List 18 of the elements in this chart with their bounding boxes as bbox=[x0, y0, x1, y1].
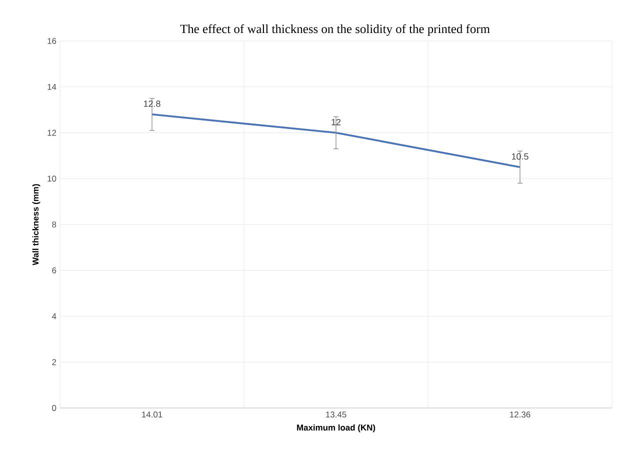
y-tick-label: 16 bbox=[48, 38, 56, 44]
y-tick-label: 4 bbox=[52, 313, 56, 320]
y-tick-label: 0 bbox=[52, 405, 56, 411]
y-tick-label: 10 bbox=[48, 176, 56, 182]
y-tick-label: 2 bbox=[52, 359, 56, 366]
y-tick-label: 8 bbox=[52, 222, 56, 228]
y-tick-label: 12 bbox=[48, 130, 56, 136]
x-tick-label: 12.36 bbox=[510, 412, 530, 418]
y-axis-title: Wall thickness (mm) bbox=[32, 184, 40, 266]
data-label: 10.5 bbox=[512, 153, 528, 160]
x-tick-label: 14.01 bbox=[142, 412, 162, 418]
data-label: 12.8 bbox=[144, 100, 160, 107]
x-axis-title: Maximum load (KN) bbox=[297, 424, 376, 432]
x-tick-label: 13.45 bbox=[326, 412, 346, 418]
data-label: 12 bbox=[332, 118, 341, 126]
y-tick-label: 6 bbox=[52, 267, 56, 274]
y-tick-label: 14 bbox=[48, 84, 56, 90]
chart-title: The effect of wall thickness on the solidity of the printed form bbox=[180, 24, 490, 36]
